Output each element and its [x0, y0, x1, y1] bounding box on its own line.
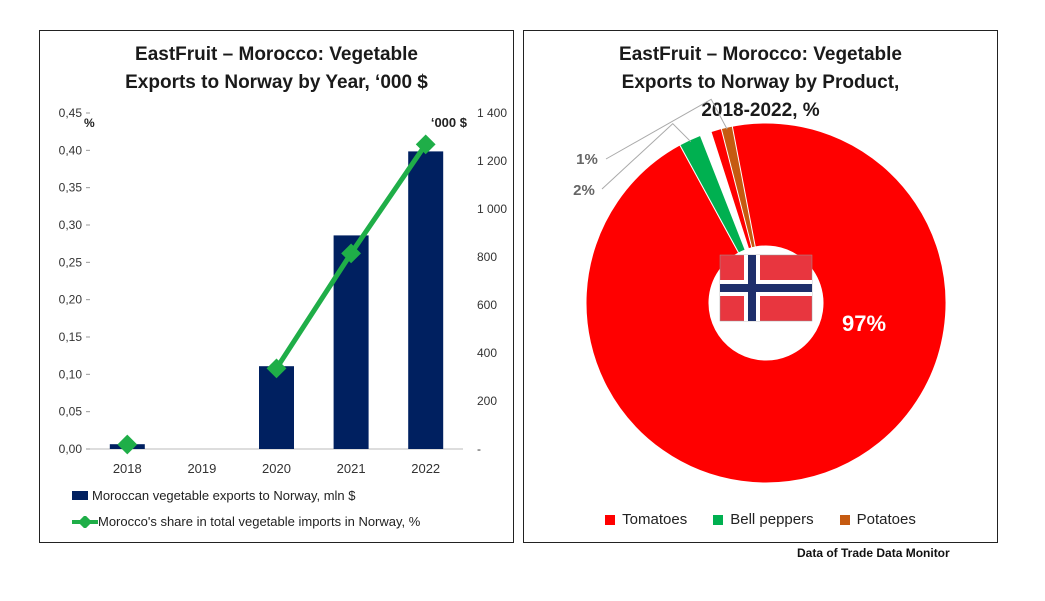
share-point-2018: [117, 434, 138, 455]
bar-2021: [333, 235, 369, 449]
right-axis-unit: ‘000 $: [431, 115, 468, 130]
right-axis-tick-label: 1 400: [477, 106, 507, 120]
pie-chart-title-line-3: 2018-2022, %: [701, 100, 820, 121]
data-label-tomatoes: 97%: [842, 311, 886, 336]
bar-chart-title-line-1: EastFruit – Morocco: Vegetable: [135, 44, 418, 65]
bar-chart-title: EastFruit – Morocco: Vegetable Exports t…: [40, 41, 513, 97]
data-label-potatoes: 1%: [576, 151, 598, 168]
right-axis-tick-label: 1 000: [477, 202, 507, 216]
pie-chart-title: EastFruit – Morocco: Vegetable Exports t…: [524, 41, 997, 125]
legend-bar-label: Moroccan vegetable exports to Norway, ml…: [92, 488, 356, 503]
left-axis-tick-label: 0,45: [59, 106, 83, 120]
left-axis-unit: %: [84, 116, 95, 130]
leader-line-bell-peppers: [601, 122, 692, 190]
x-tick-label-2019: 2019: [187, 461, 216, 476]
x-tick-label-2021: 2021: [337, 461, 366, 476]
legend-line-entry: Morocco's share in total vegetable impor…: [72, 514, 420, 529]
legend-bar-swatch: [72, 491, 88, 500]
left-axis-tick-label: 0,10: [59, 367, 83, 381]
pie-chart-title-line-2: Exports to Norway by Product,: [621, 72, 900, 93]
share-point-2020: [266, 358, 287, 379]
right-axis-tick-label: 400: [477, 346, 497, 360]
left-axis-tick-label: 0,20: [59, 293, 83, 307]
left-axis-tick-label: 0,30: [59, 218, 83, 232]
pie-chart-panel: EastFruit – Morocco: Vegetable Exports t…: [523, 30, 998, 543]
data-label-bell-peppers: 2%: [573, 182, 595, 199]
legend-line-label: Morocco's share in total vegetable impor…: [98, 514, 421, 529]
left-axis-tick-label: 0,25: [59, 255, 83, 269]
left-axis-tick-label: 0,35: [59, 181, 83, 195]
bar-line-chart-svg: 0,00 0,05 0,10 0,15 0,20 0,25 0,30 0,35 0,40 0,45…: [59, 106, 508, 476]
pie-legend-item-tomatoes: Tomatoes: [605, 511, 687, 528]
bar-chart-title-line-2: Exports to Norway by Year, ‘000 $: [125, 72, 428, 93]
pie-legend-label-potatoes: Potatoes: [856, 511, 916, 528]
pie-legend-swatch-potatoes: [839, 514, 850, 525]
flag-blue-horizontal: [720, 284, 812, 292]
left-axis-tick-label: 0,05: [59, 405, 83, 419]
left-axis-tick-label: 0,40: [59, 143, 83, 157]
left-axis-tick-label: 0,15: [59, 330, 83, 344]
pie-legend-swatch-tomatoes: [605, 514, 616, 525]
source-note: Data of Trade Data Monitor: [797, 546, 950, 560]
donut-chart-svg: 97% 2% 1%: [573, 98, 947, 484]
bar-2020: [259, 366, 294, 449]
right-axis-tick-label: 600: [477, 298, 497, 312]
share-point-2021: [341, 243, 361, 264]
pie-legend-label-tomatoes: Tomatoes: [622, 511, 688, 528]
bar-line-chart-panel: EastFruit – Morocco: Vegetable Exports t…: [39, 30, 514, 543]
leader-line-potatoes: [605, 98, 728, 160]
legend-bar-entry: Moroccan vegetable exports to Norway, ml…: [72, 488, 356, 503]
slice-potatoes: [720, 125, 756, 249]
slice-tomatoes: [585, 122, 947, 484]
legend-line-swatch: [72, 515, 98, 528]
share-point-2022: [415, 134, 436, 155]
pie-legend-item-potatoes: Potatoes: [839, 511, 916, 528]
bar-2022: [408, 151, 444, 449]
right-axis-tick-label: -: [477, 442, 481, 456]
norway-flag-icon: [719, 254, 813, 322]
left-axis-tick-label: 0,00: [59, 442, 83, 456]
pie-legend-swatch-bell-peppers: [713, 514, 724, 525]
x-tick-label-2018: 2018: [113, 461, 142, 476]
pie-chart-title-line-1: EastFruit – Morocco: Vegetable: [619, 44, 902, 65]
right-axis-tick-label: 200: [477, 394, 497, 408]
pie-legend-item-bell-peppers: Bell peppers: [713, 511, 814, 528]
x-tick-label-2020: 2020: [262, 461, 291, 476]
x-tick-label-2022: 2022: [411, 461, 440, 476]
pie-legend-label-bell-peppers: Bell peppers: [730, 511, 814, 528]
slice-bell-peppers: [679, 134, 746, 254]
pie-legend: Tomatoes Bell peppers Potatoes: [524, 511, 997, 528]
right-axis-tick-label: 1 200: [477, 154, 507, 168]
right-axis-tick-label: 800: [477, 250, 497, 264]
